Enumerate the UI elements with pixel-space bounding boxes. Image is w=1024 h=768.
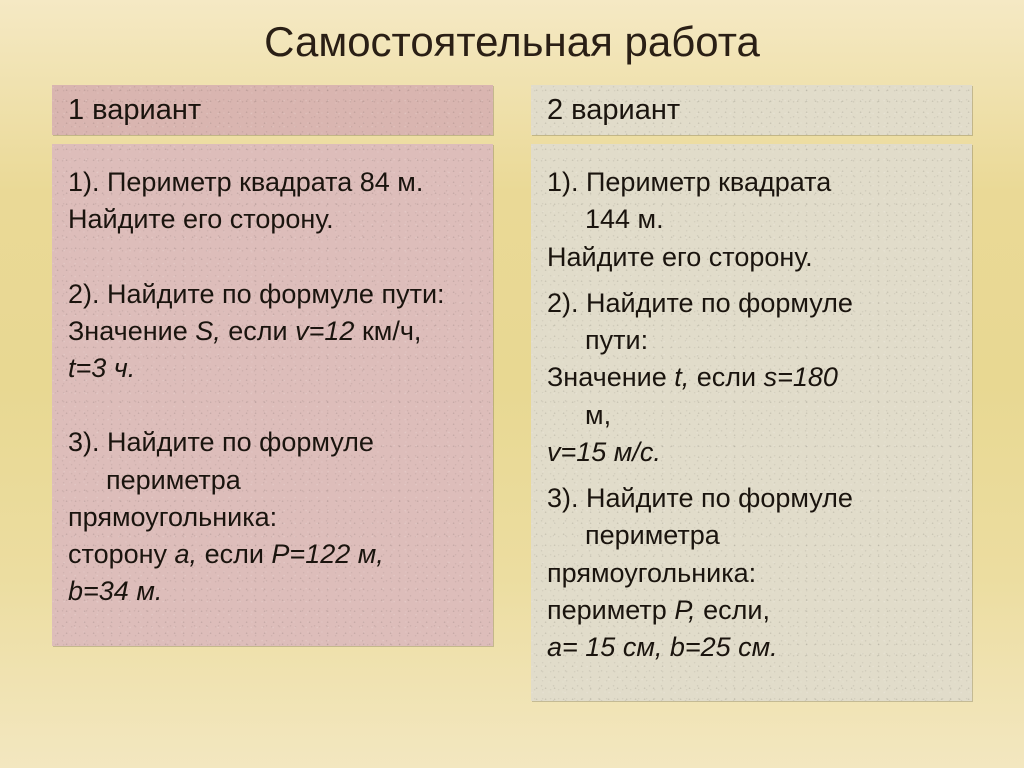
v1-p3-line4: b=34 м. xyxy=(68,573,477,610)
v1-p3-line3: сторону а, если Р=122 м, xyxy=(68,536,477,573)
v1-p3-line2: прямоугольника: xyxy=(68,499,477,536)
variant-1-body: 1). Периметр квадрата 84 м. Найдите его … xyxy=(52,144,493,646)
v2-p3-line2: прямоугольника: xyxy=(547,555,956,592)
v1-p1-line1: 1). Периметр квадрата 84 м. xyxy=(68,164,477,201)
v2-p1-line2: Найдите его сторону. xyxy=(547,239,956,276)
v1-p2-line2: Значение S, если v=12 км/ч, xyxy=(68,313,477,350)
v2-p1-line1b: 144 м. xyxy=(547,201,956,238)
variant-1: 1 вариант 1). Периметр квадрата 84 м. На… xyxy=(52,85,493,748)
text: если xyxy=(205,539,272,569)
v2-p2-line2: Значение t, если s=180 xyxy=(547,359,956,396)
v2-p2-line1: 2). Найдите по формуле xyxy=(547,285,956,322)
v1-problem-1: 1). Периметр квадрата 84 м. Найдите его … xyxy=(68,164,477,239)
variant-1-header: 1 вариант xyxy=(52,85,493,135)
text: Значение xyxy=(68,316,195,346)
v1-problem-2: 2). Найдите по формуле пути: Значение S,… xyxy=(68,276,477,388)
v2-problem-1: 1). Периметр квадрата 144 м. Найдите его… xyxy=(547,164,956,276)
v1-p3-line1: 3). Найдите по формуле xyxy=(68,424,477,461)
v1-p1-line2: Найдите его сторону. xyxy=(68,201,477,238)
v2-problem-3: 3). Найдите по формуле периметра прямоуг… xyxy=(547,480,956,666)
var-P: Р=122 м, xyxy=(271,539,383,569)
var-s: S, xyxy=(195,316,228,346)
text: сторону xyxy=(68,539,175,569)
v2-p1-line1: 1). Периметр квадрата xyxy=(547,164,956,201)
v2-p3-line3: периметр Р, если, xyxy=(547,592,956,629)
variant-2-header: 2 вариант xyxy=(531,85,972,135)
text: периметр xyxy=(547,595,674,625)
text: км/ч, xyxy=(362,316,421,346)
v1-p3-line1b: периметра xyxy=(68,462,477,499)
variant-2: 2 вариант 1). Периметр квадрата 144 м. Н… xyxy=(531,85,972,748)
var-s: s=180 xyxy=(764,362,838,392)
columns-container: 1 вариант 1). Периметр квадрата 84 м. На… xyxy=(52,85,972,748)
v2-problem-2: 2). Найдите по формуле пути: Значение t,… xyxy=(547,285,956,471)
v1-p2-line3: t=3 ч. xyxy=(68,350,477,387)
text: Значение xyxy=(547,362,674,392)
text: если xyxy=(228,316,295,346)
var-P: Р, xyxy=(674,595,703,625)
v2-p3-line1b: периметра xyxy=(547,517,956,554)
v1-p2-line1: 2). Найдите по формуле пути: xyxy=(68,276,477,313)
v2-p3-line1: 3). Найдите по формуле xyxy=(547,480,956,517)
v2-p2-line2b: м, xyxy=(547,397,956,434)
v1-problem-3: 3). Найдите по формуле периметра прямоуг… xyxy=(68,424,477,610)
v2-p2-line1b: пути: xyxy=(547,322,956,359)
var-v: v=12 xyxy=(295,316,362,346)
variant-2-body: 1). Периметр квадрата 144 м. Найдите его… xyxy=(531,144,972,701)
v2-p2-line3: v=15 м/с. xyxy=(547,434,956,471)
var-a: а, xyxy=(175,539,205,569)
text: если, xyxy=(703,595,770,625)
page-title: Самостоятельная работа xyxy=(0,18,1024,66)
v2-p3-line4: а= 15 см, b=25 см. xyxy=(547,629,956,666)
text: если xyxy=(697,362,764,392)
var-t: t, xyxy=(674,362,697,392)
